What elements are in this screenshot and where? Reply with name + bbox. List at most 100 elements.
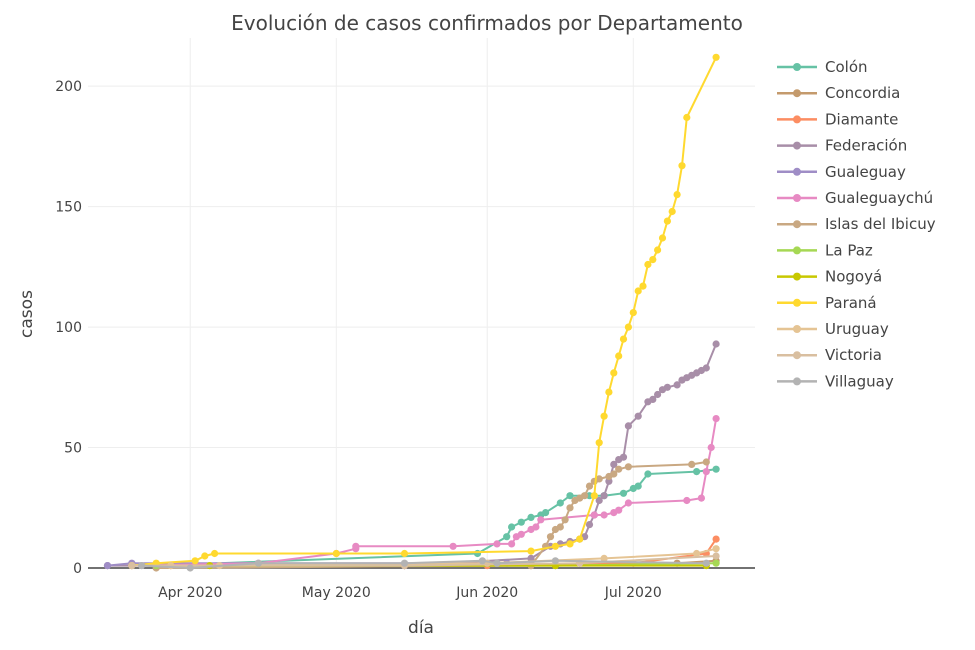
data-point bbox=[400, 559, 409, 567]
data-point bbox=[605, 388, 613, 396]
legend-item: Paraná bbox=[777, 294, 877, 312]
data-point bbox=[201, 552, 209, 560]
series-lines bbox=[103, 53, 720, 572]
legend-item: Islas del Ibicuy bbox=[777, 215, 936, 233]
legend-label: Diamante bbox=[825, 110, 898, 128]
data-point bbox=[712, 552, 720, 560]
data-point bbox=[556, 523, 564, 531]
legend-label: Gualeguaychú bbox=[825, 189, 933, 207]
legend-swatch-marker bbox=[793, 246, 801, 255]
legend-swatch-marker bbox=[793, 194, 801, 202]
data-point bbox=[712, 340, 720, 348]
data-point bbox=[678, 162, 686, 170]
data-point bbox=[702, 468, 710, 476]
legend-label: Gualeguay bbox=[825, 163, 906, 181]
data-point bbox=[634, 287, 642, 295]
x-axis-title: día bbox=[408, 618, 434, 638]
x-tick-label: Jun 2020 bbox=[455, 585, 518, 601]
data-point bbox=[551, 542, 560, 550]
legend-swatch-marker bbox=[793, 89, 801, 98]
legend-label: Islas del Ibicuy bbox=[825, 215, 936, 233]
data-point bbox=[688, 460, 696, 468]
series-group bbox=[103, 340, 720, 570]
x-tick-label: Apr 2020 bbox=[158, 585, 222, 601]
data-point bbox=[400, 549, 409, 558]
grid-lines bbox=[88, 38, 755, 568]
data-point bbox=[654, 246, 662, 254]
data-point bbox=[712, 53, 720, 61]
data-point bbox=[191, 557, 199, 565]
data-point bbox=[537, 516, 545, 524]
data-point bbox=[610, 460, 618, 468]
data-point bbox=[551, 557, 560, 565]
legend-label: Colón bbox=[825, 58, 868, 76]
data-point bbox=[712, 465, 720, 473]
data-point bbox=[517, 530, 525, 538]
data-point bbox=[673, 381, 681, 389]
data-point bbox=[654, 390, 662, 399]
data-point bbox=[546, 533, 555, 541]
legend-swatch-marker bbox=[793, 298, 801, 307]
series-group bbox=[138, 557, 710, 572]
data-point bbox=[595, 475, 603, 483]
data-point bbox=[712, 545, 720, 553]
legend-swatch-marker bbox=[793, 325, 801, 333]
legend-item: Federación bbox=[777, 137, 907, 155]
data-point bbox=[556, 499, 564, 507]
data-point bbox=[600, 492, 608, 500]
data-point bbox=[610, 470, 618, 478]
data-point bbox=[702, 458, 710, 466]
data-point bbox=[693, 549, 701, 558]
y-tick-label: 50 bbox=[64, 441, 82, 457]
data-point bbox=[619, 489, 628, 497]
legend-item: Gualeguaychú bbox=[777, 189, 933, 207]
x-tick-labels: Apr 2020 May 2020 Jun 2020 Jul 2020 bbox=[158, 585, 662, 601]
data-point bbox=[629, 309, 637, 317]
legend-item: La Paz bbox=[777, 241, 873, 259]
legend-label: Federación bbox=[825, 137, 907, 155]
legend: Colón Concordia Diamante Federación Gualegua… bbox=[777, 58, 936, 390]
data-point bbox=[683, 496, 691, 505]
data-point bbox=[663, 383, 672, 391]
data-point bbox=[624, 323, 633, 331]
data-point bbox=[649, 256, 657, 264]
data-point bbox=[503, 533, 511, 541]
data-point bbox=[508, 540, 516, 548]
legend-swatch-marker bbox=[793, 141, 801, 150]
data-point bbox=[712, 535, 720, 543]
legend-label: Villaguay bbox=[825, 372, 894, 390]
data-point bbox=[702, 364, 710, 372]
y-tick-label: 150 bbox=[55, 200, 82, 216]
chart-title: Evolución de casos confirmados por Depar… bbox=[231, 11, 743, 35]
series-group bbox=[128, 53, 720, 570]
legend-item: Victoria bbox=[777, 346, 882, 364]
legend-item: Villaguay bbox=[777, 372, 894, 390]
data-point bbox=[624, 463, 633, 471]
data-point bbox=[668, 207, 676, 216]
y-axis-title: casos bbox=[17, 290, 37, 338]
data-point bbox=[634, 412, 642, 420]
data-point bbox=[707, 443, 715, 452]
series-group bbox=[128, 415, 720, 570]
data-point bbox=[254, 559, 262, 567]
data-point bbox=[566, 504, 574, 512]
data-point bbox=[576, 535, 584, 543]
data-point bbox=[585, 521, 594, 529]
data-point bbox=[644, 470, 652, 478]
data-point bbox=[702, 559, 710, 567]
data-point bbox=[615, 465, 623, 473]
data-point bbox=[639, 282, 647, 290]
data-point bbox=[595, 439, 603, 447]
data-point bbox=[585, 482, 594, 490]
data-point bbox=[600, 511, 608, 519]
data-point bbox=[508, 523, 516, 531]
series-line bbox=[156, 468, 717, 567]
data-point bbox=[615, 506, 623, 514]
legend-swatch-marker bbox=[793, 115, 801, 124]
legend-item: Uruguay bbox=[777, 320, 889, 338]
data-point bbox=[211, 549, 219, 558]
legend-item: Diamante bbox=[777, 110, 898, 128]
data-point bbox=[624, 499, 633, 507]
data-point bbox=[532, 523, 540, 531]
